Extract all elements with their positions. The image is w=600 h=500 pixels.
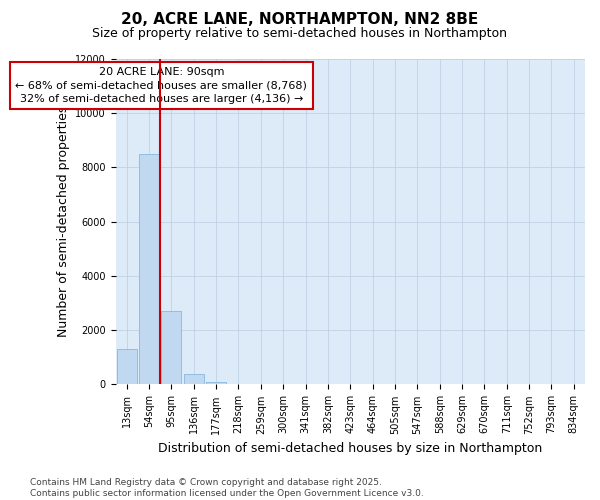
- Text: Contains HM Land Registry data © Crown copyright and database right 2025.
Contai: Contains HM Land Registry data © Crown c…: [30, 478, 424, 498]
- Bar: [116, 349, 137, 384]
- Bar: [206, 382, 226, 384]
- Text: 20, ACRE LANE, NORTHAMPTON, NN2 8BE: 20, ACRE LANE, NORTHAMPTON, NN2 8BE: [121, 12, 479, 28]
- X-axis label: Distribution of semi-detached houses by size in Northampton: Distribution of semi-detached houses by …: [158, 442, 542, 455]
- Text: Size of property relative to semi-detached houses in Northampton: Size of property relative to semi-detach…: [92, 28, 508, 40]
- Bar: [161, 311, 181, 384]
- Text: 20 ACRE LANE: 90sqm
← 68% of semi-detached houses are smaller (8,768)
32% of sem: 20 ACRE LANE: 90sqm ← 68% of semi-detach…: [16, 67, 307, 104]
- Bar: [184, 374, 204, 384]
- Bar: [139, 154, 159, 384]
- Y-axis label: Number of semi-detached properties: Number of semi-detached properties: [56, 106, 70, 338]
